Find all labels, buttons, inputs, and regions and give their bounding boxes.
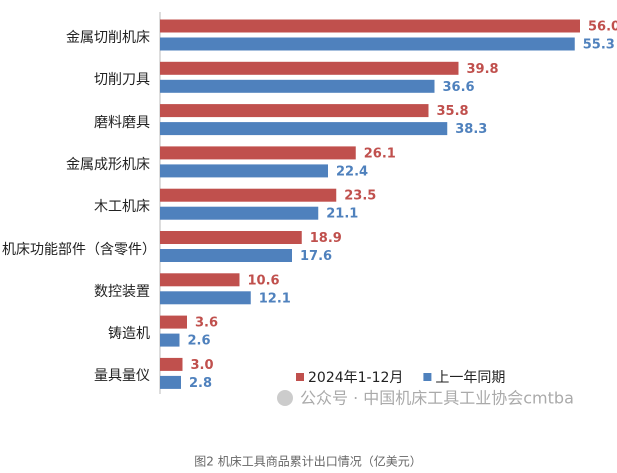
value-label: 36.6	[443, 80, 475, 95]
bar	[160, 146, 356, 160]
bar	[160, 122, 448, 136]
value-label: 35.8	[437, 104, 469, 119]
bar	[160, 291, 251, 305]
bar	[160, 19, 580, 33]
category-label: 木工机床	[94, 199, 150, 216]
value-label: 55.3	[583, 38, 615, 53]
legend-label: 2024年1-12月	[308, 370, 403, 386]
bar	[160, 206, 319, 220]
value-label: 23.5	[344, 189, 376, 204]
bar	[160, 188, 337, 202]
value-label: 22.4	[336, 164, 368, 179]
bar	[160, 164, 328, 178]
bar	[160, 249, 292, 262]
legend-label: 上一年同期	[435, 370, 505, 386]
value-label: 2.8	[189, 376, 212, 391]
legend-swatch	[423, 373, 432, 381]
value-label: 38.3	[455, 122, 487, 137]
bar	[160, 231, 302, 244]
value-label: 18.9	[310, 231, 342, 246]
category-label: 金属切削机床	[66, 30, 150, 46]
category-label: 数控装置	[94, 283, 150, 300]
bar	[160, 333, 180, 347]
value-label: 2.6	[188, 334, 211, 349]
watermark-icon	[277, 390, 293, 406]
bar	[160, 375, 181, 389]
value-label: 26.1	[364, 146, 396, 161]
legend-swatch	[296, 373, 304, 381]
bar	[160, 61, 459, 75]
bar	[160, 315, 187, 329]
bar	[160, 357, 183, 371]
category-label: 切削刀具	[94, 72, 150, 89]
value-label: 10.6	[248, 273, 280, 288]
value-label: 3.6	[195, 316, 218, 331]
bar	[160, 104, 429, 118]
value-label: 17.6	[300, 249, 332, 264]
category-label: 磨料磨具	[94, 114, 150, 131]
value-label: 56.0	[588, 20, 617, 35]
category-label: 量具量仪	[94, 368, 150, 385]
category-label: 金属成形机床	[66, 156, 150, 173]
watermark: 公众号 · 中国机床工具工业协会cmtba	[300, 389, 574, 408]
value-label: 21.1	[326, 207, 358, 222]
bar	[160, 79, 435, 93]
value-label: 39.8	[467, 62, 499, 77]
bar	[160, 273, 240, 287]
caption: 图2 机床工具商品累计出口情况（亿美元）	[194, 454, 421, 469]
value-label: 12.1	[259, 291, 291, 306]
category-label: 机床功能部件（含零件）	[2, 241, 156, 258]
value-label: 3.0	[191, 358, 214, 373]
bar	[160, 37, 575, 51]
category-label: 铸造机	[108, 326, 150, 343]
